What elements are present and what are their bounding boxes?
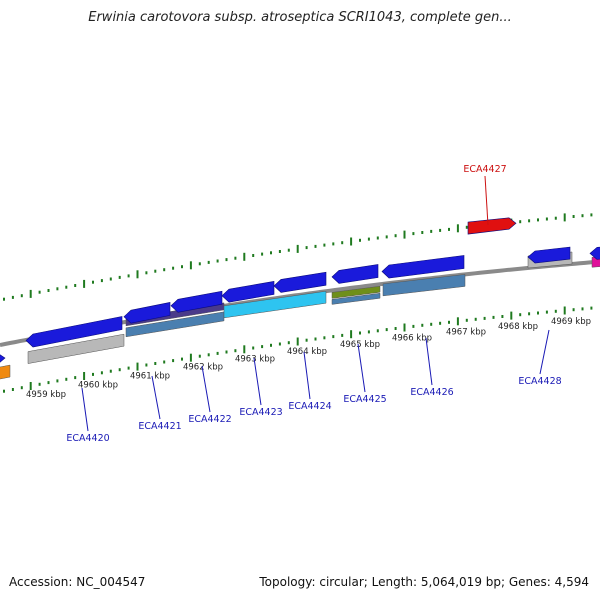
gene-leader-line [303,351,311,400]
scale-label: 4964 kbp [287,347,327,357]
gene-arrow[interactable] [381,255,465,279]
gene-label[interactable]: ECA4421 [138,421,181,432]
gene-label[interactable]: ECA4427 [463,164,506,175]
gene-arrow[interactable] [0,353,6,367]
scale-label: 4960 kbp [78,381,118,391]
gene-arrow[interactable] [527,246,571,264]
genome-summary: Topology: circular; Length: 5,064,019 bp… [259,575,589,589]
gene-label[interactable]: ECA4425 [343,394,386,405]
scale-label: 4959 kbp [26,390,66,400]
gene-leader-line [425,337,433,386]
scale-label: 4962 kbp [183,363,223,373]
gene-labels: ECA4420 ECA4421 ECA4422 ECA4423 ECA4424 ECA44… [66,164,561,444]
scale-labels: 4959 kbp 4960 kbp 4961 kbp 4962 kbp 4963 kbp… [26,317,591,400]
gene-label[interactable]: ECA4423 [239,407,282,418]
gene-arrow[interactable] [589,246,600,260]
gene-arrow[interactable] [331,264,379,284]
grey-feature[interactable] [27,333,125,364]
gene-arrow[interactable] [170,290,223,313]
cyan-feature[interactable] [223,290,327,319]
steel-feature[interactable] [382,274,466,297]
map-title: Erwinia carotovora subsp. atroseptica SC… [88,10,512,25]
gene-arrow[interactable] [273,271,327,293]
gene-leader-line [484,175,489,226]
gene-arrow[interactable] [123,302,171,324]
scale-label: 4969 kbp [551,317,591,327]
gene-arrow[interactable] [221,281,275,303]
scale-label: 4961 kbp [130,371,170,381]
gene-leader-line [539,329,550,375]
gene-arrow[interactable] [25,316,123,348]
scale-label: 4967 kbp [446,327,486,337]
gene-track [0,217,600,367]
scale-label: 4968 kbp [498,322,538,332]
upper-tick-track [3,213,593,301]
gene-label[interactable]: ECA4428 [518,376,561,387]
olive-feature[interactable] [331,285,381,299]
lower-tick-track [3,306,593,393]
scale-label: 4963 kbp [235,355,275,365]
steel-feature[interactable] [125,311,225,338]
gene-leader-line [201,365,211,413]
scale-label: 4966 kbp [392,334,432,344]
gene-label[interactable]: ECA4422 [188,414,231,425]
steel-feature[interactable] [331,292,381,305]
gene-arrow-highlight[interactable] [467,217,517,235]
orange-feature[interactable] [0,364,11,381]
gene-leader-line [253,357,262,406]
gene-label[interactable]: ECA4420 [66,433,109,444]
gene-label[interactable]: ECA4426 [410,387,453,398]
gene-leader-line [81,387,89,432]
gene-leader-line [151,375,161,420]
gene-leader-line [357,343,366,393]
gene-label[interactable]: ECA4424 [288,401,331,412]
scale-label: 4965 kbp [340,340,380,350]
accession-label: Accession: NC_004547 [9,575,146,589]
